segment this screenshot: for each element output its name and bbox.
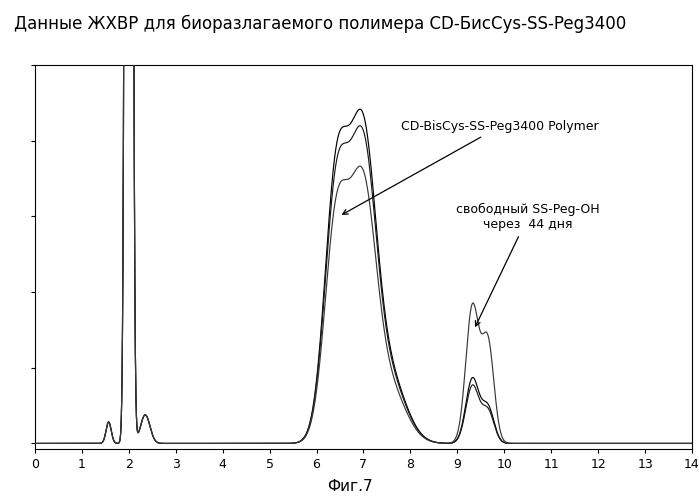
Text: Данные ЖХВР для биоразлагаемого полимера CD-БисCys-SS-Peg3400: Данные ЖХВР для биоразлагаемого полимера… bbox=[14, 15, 626, 33]
Text: свободный SS-Peg-OH
через  44 дня: свободный SS-Peg-OH через 44 дня bbox=[456, 204, 600, 326]
Text: Фиг.7: Фиг.7 bbox=[326, 479, 373, 494]
Text: CD-BisCys-SS-Peg3400 Polymer: CD-BisCys-SS-Peg3400 Polymer bbox=[343, 120, 598, 214]
